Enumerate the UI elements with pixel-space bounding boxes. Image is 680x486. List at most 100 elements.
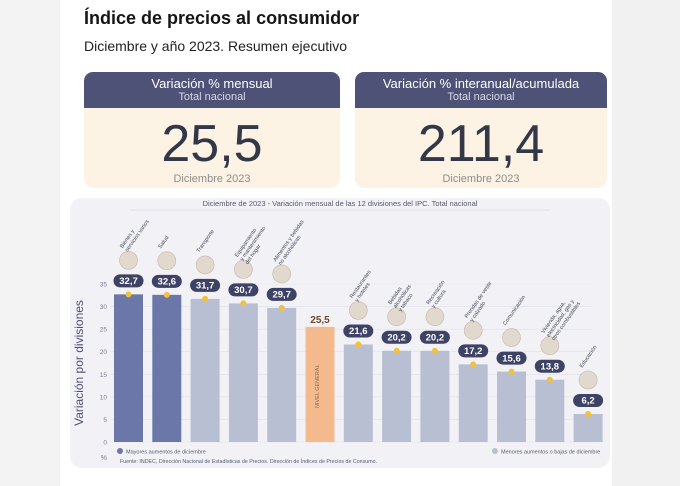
category-label: Restaurantesy hoteles	[349, 269, 378, 303]
value-dot	[393, 347, 400, 354]
bar	[573, 414, 603, 442]
interannual-variation-card: Variación % interanual/acumulada Total n…	[355, 72, 607, 188]
y-unit-label: %	[101, 455, 107, 462]
value-label: 32,7	[119, 276, 138, 287]
category-label: Bebidasalcohólicasy tabaco	[387, 280, 418, 313]
value-dot	[125, 291, 132, 298]
value-label: 31,7	[196, 281, 215, 292]
value-badge	[458, 344, 489, 358]
legend-label-low: Menores aumentos o bajas de diciembre	[501, 450, 600, 456]
value-badge	[151, 274, 182, 288]
division-icon	[578, 370, 598, 390]
division-icon	[195, 255, 215, 275]
monthly-card-value: 25,5	[161, 115, 263, 173]
general-bar-label: NIVEL GENERAL	[315, 364, 321, 408]
value-dot	[470, 361, 477, 368]
value-badge	[113, 274, 144, 288]
value-label: 6,2	[581, 396, 594, 407]
bar	[535, 379, 565, 442]
category-label: Bienes yservicios varios	[119, 215, 151, 253]
monthly-card-sublabel: Total nacional	[178, 91, 246, 103]
value-badge	[381, 330, 412, 344]
value-label: 32,6	[158, 277, 177, 288]
y-tick-label: 0	[103, 440, 107, 447]
legend-marker-low	[492, 448, 498, 454]
legend-marker-high	[117, 448, 123, 454]
page-subtitle: Diciembre y año 2023. Resumen ejecutivo	[84, 38, 348, 54]
division-icon	[540, 336, 560, 356]
value-badge	[266, 287, 297, 301]
value-badge	[534, 359, 565, 373]
value-dot	[585, 411, 592, 418]
background-edge-left	[0, 0, 60, 486]
category-label: Vivienda, agua,electricidad, gas yotros …	[541, 294, 583, 342]
value-label: 13,8	[541, 361, 560, 372]
value-dot	[240, 300, 247, 307]
y-axis-label: Variación por divisiones	[72, 300, 86, 426]
value-label: 17,2	[464, 346, 483, 357]
value-badge	[343, 324, 374, 338]
bar	[190, 298, 220, 442]
division-chart-panel: Diciembre de 2023 - Variación mensual de…	[70, 198, 610, 468]
division-icon	[234, 260, 253, 279]
y-tick-label: 20	[100, 349, 108, 356]
monthly-card-date: Diciembre 2023	[173, 173, 251, 185]
value-badge	[496, 351, 527, 365]
chart-title: Diciembre de 2023 - Variación mensual de…	[203, 199, 478, 208]
division-icon	[348, 301, 368, 320]
category-label: Educación	[579, 345, 599, 369]
legend-label-high: Mayores aumentos de diciembre	[126, 450, 206, 456]
page-title: Índice de precios al consumidor	[84, 8, 360, 28]
division-bar-chart: Diciembre de 2023 - Variación mensual de…	[72, 199, 604, 465]
value-label: 30,7	[234, 285, 253, 296]
value-label: 25,5	[310, 315, 330, 326]
background-edge-right	[612, 0, 680, 486]
monthly-card-label: Variación % mensual	[151, 76, 273, 91]
category-label: Salud	[158, 235, 171, 250]
value-dot	[431, 347, 438, 354]
bar	[267, 307, 297, 442]
interannual-card-value: 211,4	[417, 115, 545, 173]
monthly-variation-card: Variación % mensual Total nacional 25,5 …	[84, 72, 340, 188]
y-tick-label: 25	[100, 327, 108, 334]
chart-source: Fuente: INDEC, Dirección Nacional de Est…	[120, 458, 377, 465]
bar	[305, 326, 335, 442]
division-icon	[387, 307, 406, 327]
y-tick-label: 5	[103, 417, 107, 424]
value-badge	[573, 394, 604, 408]
division-icon	[157, 251, 177, 271]
bar	[420, 350, 450, 442]
monthly-card-header: Variación % mensual Total nacional	[84, 72, 340, 108]
y-tick-label: 15	[100, 372, 108, 379]
value-label: 21,6	[349, 326, 368, 337]
bar	[343, 344, 373, 442]
division-icon	[425, 307, 445, 327]
interannual-card-date: Diciembre 2023	[442, 173, 520, 185]
value-label: 20,2	[387, 333, 406, 344]
bar	[497, 371, 526, 442]
bar	[228, 303, 258, 442]
y-tick-label: 35	[100, 282, 108, 289]
value-dot	[278, 304, 285, 311]
bar	[458, 364, 488, 442]
y-tick-label: 10	[100, 394, 108, 401]
category-label: Equipamientoy mantenimientodel hogar	[234, 222, 272, 266]
value-label: 15,6	[502, 353, 521, 364]
y-tick-label: 30	[100, 304, 108, 311]
value-badge	[228, 283, 259, 297]
value-label: 20,2	[426, 333, 445, 344]
interannual-card-header: Variación % interanual/acumulada Total n…	[355, 72, 607, 108]
category-label: Prendas de vestiry calzado	[464, 281, 499, 323]
value-dot	[546, 376, 553, 383]
value-dot	[163, 291, 170, 298]
interannual-card-label: Variación % interanual/acumulada	[382, 76, 580, 91]
value-dot	[508, 368, 515, 375]
bar	[114, 294, 143, 442]
value-dot	[355, 341, 362, 348]
value-label: 29,7	[272, 290, 291, 301]
bar	[382, 350, 412, 442]
division-icon	[119, 251, 138, 270]
value-badge	[190, 278, 221, 292]
value-dot	[202, 295, 209, 302]
category-label: Comunicación	[502, 295, 527, 327]
